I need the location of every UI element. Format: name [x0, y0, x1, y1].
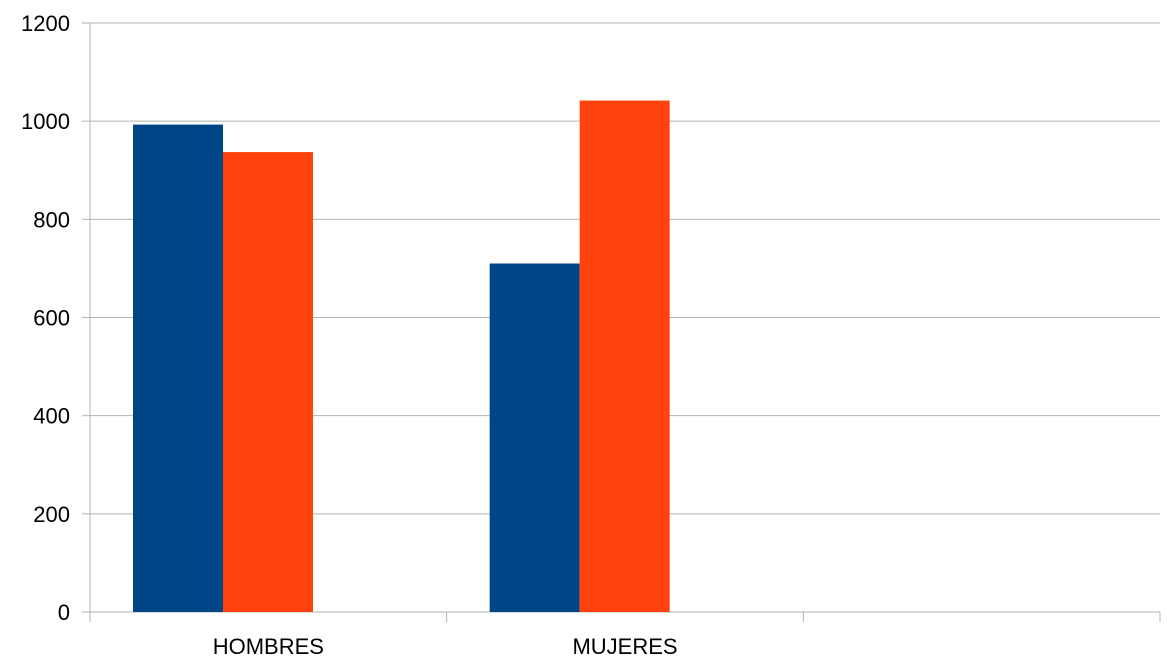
x-category-label: MUJERES — [572, 634, 677, 658]
y-tick-label: 1000 — [21, 109, 70, 134]
y-tick-label: 400 — [33, 404, 70, 429]
bar-series-2-mujeres — [579, 100, 670, 612]
y-tick-label: 1200 — [21, 11, 70, 36]
y-tick-label: 0 — [58, 600, 70, 625]
labels: 0 200 400 600 800 1000 1200 HOMBRES MUJERES — [21, 11, 678, 658]
bar-series-2-hombres — [223, 152, 313, 612]
x-category-label: HOMBRES — [213, 634, 324, 658]
y-tick-label: 200 — [33, 502, 70, 527]
y-tick-label: 600 — [33, 306, 70, 331]
y-tick-label: 800 — [33, 207, 70, 232]
bars — [133, 100, 670, 612]
bar-series-1-hombres — [133, 124, 223, 612]
bar-series-1-mujeres — [489, 263, 580, 612]
